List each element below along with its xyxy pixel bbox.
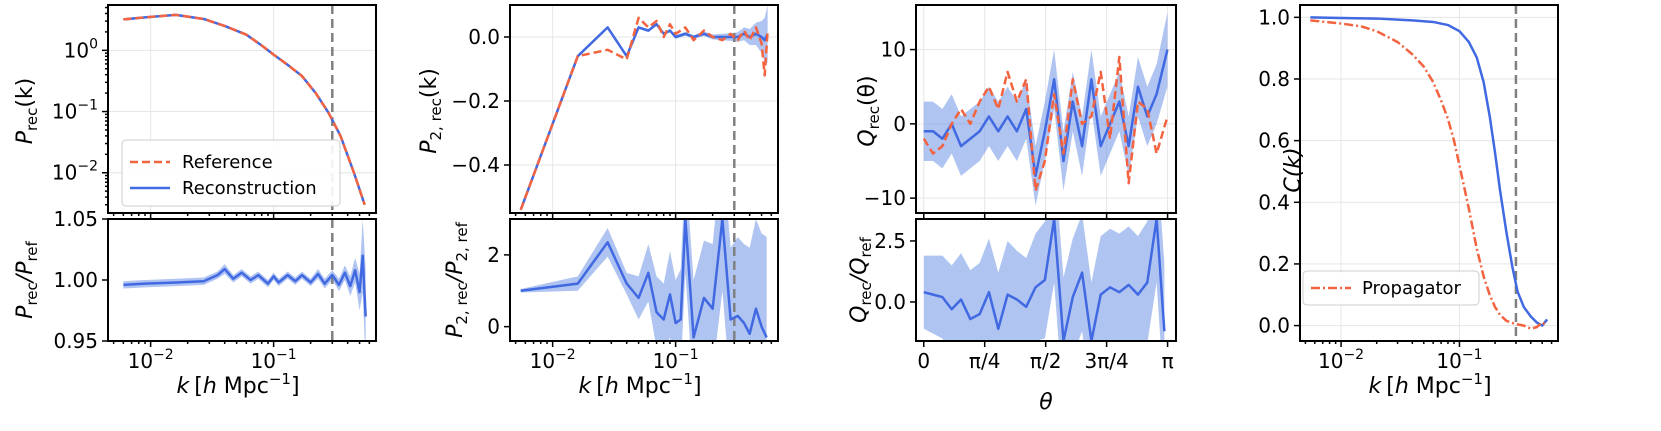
p-xlabel: k [h Mpc−1] <box>176 370 299 399</box>
panel-0: 10−2 10−1 100 <box>52 4 377 219</box>
ytick-label: 0.0 <box>1258 314 1290 338</box>
series-line <box>1310 16 1549 327</box>
panel-5: 0.0 2.5 0 π/4 π/2 3π/4 π <box>874 218 1177 373</box>
q-lower-ylabel: Qrec/Qref <box>847 236 875 322</box>
legend-c: Propagator <box>1302 270 1480 306</box>
uncertainty-band <box>923 12 1168 206</box>
ytick-label: 0.4 <box>1258 190 1290 214</box>
series-line <box>923 219 1166 341</box>
p2-xlabel: k [h Mpc−1] <box>578 370 701 399</box>
q-upper-ylabel: Qrec(θ) <box>855 75 883 146</box>
plot-area <box>519 5 769 213</box>
ytick-label: 0.6 <box>1258 129 1290 153</box>
axes-frame <box>107 4 377 214</box>
ytick-label: −10 <box>864 186 906 210</box>
ytick-label: 1.05 <box>53 207 98 231</box>
series-line <box>520 219 768 339</box>
plot-area <box>923 219 1166 341</box>
series-line <box>123 13 366 206</box>
ytick-label: 2.5 <box>874 229 906 253</box>
xtick-label: π <box>1162 349 1174 373</box>
c-ylabel: C(k) <box>1281 147 1306 192</box>
plot-area <box>922 12 1169 206</box>
panel-4: −10 0 10 <box>864 4 1177 219</box>
ytick-label: 0.8 <box>1258 67 1290 91</box>
panel-2: −0.4 −0.2 0.0 <box>451 4 779 219</box>
ytick-label: 1.0 <box>1258 5 1290 29</box>
ytick-label: 1.00 <box>53 268 98 292</box>
ytick-label: 2 <box>487 243 500 267</box>
legend-reference-label: Reference <box>182 152 273 173</box>
q-xlabel: θ <box>1039 390 1053 415</box>
xtick-label: 3π/4 <box>1084 349 1128 373</box>
ytick-label: 10−2 <box>52 159 98 185</box>
xtick-label: 10−2 <box>128 347 174 373</box>
legend-propagator-label: Propagator <box>1362 278 1462 299</box>
p2-lower-ylabel: P2, rec/P2, ref <box>443 221 471 338</box>
uncertainty-band <box>123 219 366 341</box>
plot-area <box>520 219 768 341</box>
ytick-label: 100 <box>64 36 98 62</box>
series-line <box>123 254 367 317</box>
xtick-label: 0 <box>917 349 930 373</box>
p-lower-ylabel: Prec/Pref <box>13 240 41 318</box>
ytick-label: 0.95 <box>53 329 98 353</box>
xtick-label: 10−1 <box>653 347 699 373</box>
series-line <box>923 49 1169 178</box>
c-xlabel: k [h Mpc−1] <box>1368 370 1491 399</box>
axes-frame <box>509 4 779 214</box>
p2-upper-ylabel: P2, rec(k) <box>417 68 445 154</box>
xtick-label: 10−2 <box>530 347 576 373</box>
xtick-label: 10−1 <box>251 347 297 373</box>
panel-1: 0.95 1.00 1.05 10−2 10−1 <box>53 207 377 373</box>
uncertainty-band <box>520 219 767 341</box>
xtick-label: 10−1 <box>1436 347 1482 373</box>
axes-frame <box>509 218 779 342</box>
xtick-label: π/4 <box>969 349 1001 373</box>
plot-area <box>123 219 367 341</box>
series-line <box>922 55 1169 192</box>
ytick-label: −0.4 <box>451 153 500 177</box>
plot-area <box>1310 5 1549 341</box>
panel-3: 0 2 10−2 10−1 <box>487 218 779 373</box>
ytick-label: 0 <box>487 315 500 339</box>
xtick-label: 10−2 <box>1318 347 1364 373</box>
legend-reconstruction-label: Reconstruction <box>182 178 317 199</box>
ytick-label: −0.2 <box>451 89 500 113</box>
p-upper-ylabel: Prec(k) <box>13 78 41 145</box>
series-line <box>519 16 769 211</box>
ytick-label: 0 <box>893 112 906 136</box>
panel-6: 0.0 0.2 0.4 0.6 0.8 1.0 10−2 10−1 <box>1258 4 1559 373</box>
ytick-label: 0.2 <box>1258 252 1290 276</box>
ytick-label: 0.0 <box>468 25 500 49</box>
ytick-label: 10−1 <box>52 98 98 124</box>
series-line <box>1310 19 1548 330</box>
legend-p: Reference Reconstruction <box>121 139 341 207</box>
axes-frame <box>1299 4 1559 342</box>
series-line <box>519 22 769 211</box>
ytick-label: 0.0 <box>874 290 906 314</box>
xtick-label: π/2 <box>1030 349 1062 373</box>
ytick-label: 10 <box>881 38 906 62</box>
